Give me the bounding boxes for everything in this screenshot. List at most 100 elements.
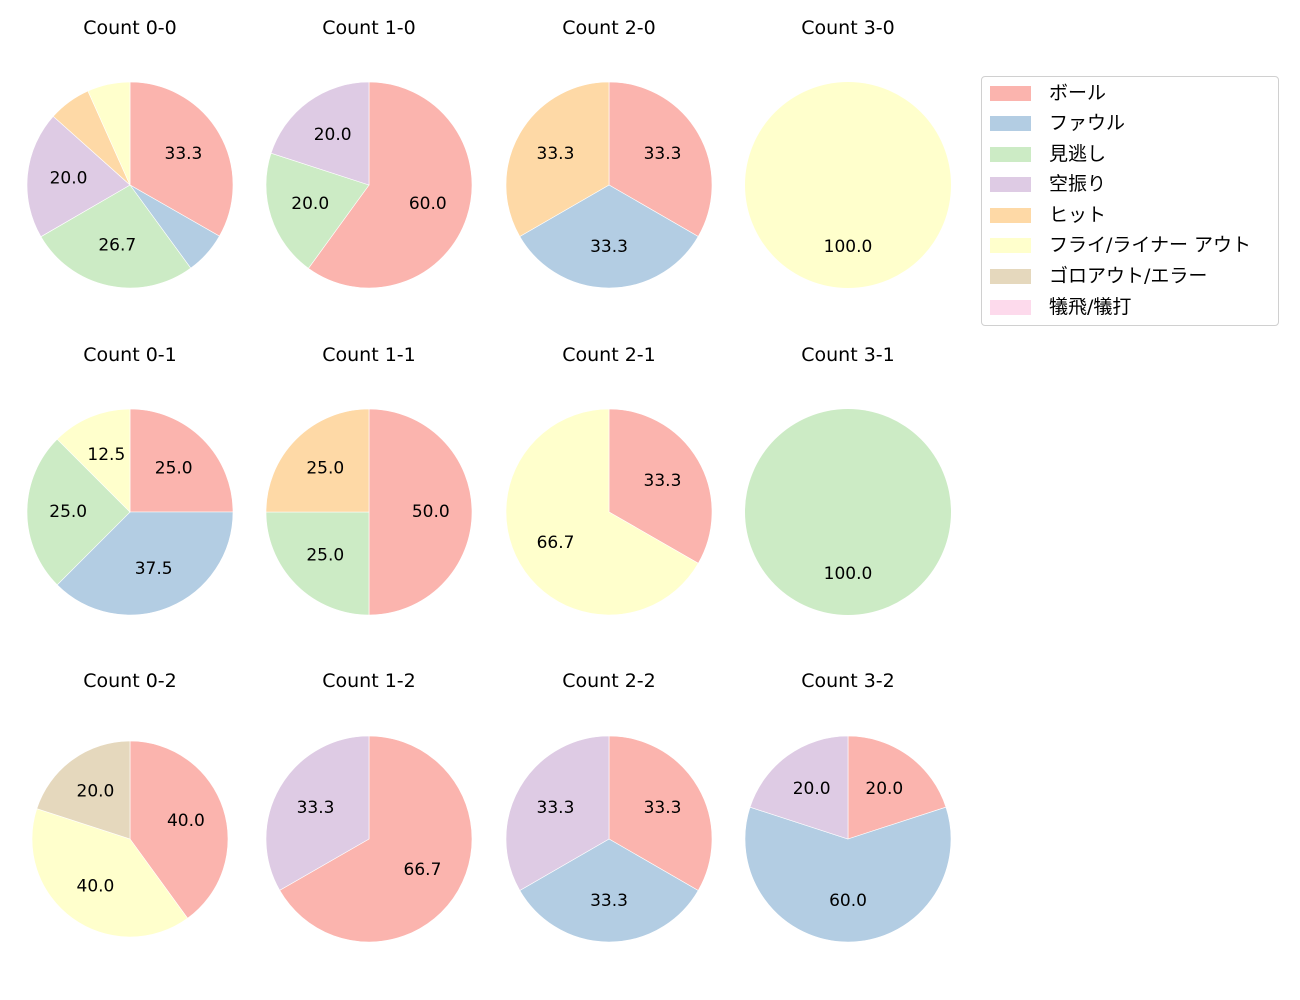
legend-swatch-ball	[990, 85, 1031, 101]
pie-count-2-0: 33.3 33.3 33.3	[505, 81, 713, 289]
slice-percent-label: 20.0	[793, 779, 831, 799]
pie-slice	[270, 81, 370, 186]
slice-percent-label: 37.5	[135, 559, 173, 579]
pie-slice	[505, 735, 610, 891]
slice-percent-label: 100.0	[824, 564, 873, 584]
slice-percent-label: 26.7	[98, 235, 136, 255]
pie-slice	[31, 808, 189, 938]
pie-count-1-0: 60.0 20.0 20.0	[265, 81, 473, 289]
pie-slice	[26, 115, 131, 238]
pie-slice	[744, 806, 952, 943]
slice-percent-label: 33.3	[590, 891, 628, 911]
pie-slice	[847, 735, 947, 840]
legend-label: フライ/ライナー アウト	[1049, 234, 1252, 256]
slice-percent-label: 33.3	[644, 471, 682, 491]
pie-slice	[368, 408, 473, 616]
slice-percent-label: 50.0	[412, 502, 450, 522]
slice-percent-label: 20.0	[314, 125, 352, 145]
pie-slice	[745, 82, 951, 288]
pie-title: Count 1-0	[322, 17, 416, 39]
legend-item-sacrifice: 犠飛/犠打	[990, 296, 1131, 318]
pie-title: Count 2-1	[562, 344, 656, 366]
legend-swatch-grounder-error	[990, 268, 1031, 284]
pie-slice	[505, 408, 699, 616]
pie-title: Count 3-2	[801, 670, 895, 692]
pie-slice	[56, 408, 131, 513]
slice-percent-label: 40.0	[167, 811, 205, 831]
pie-title: Count 2-2	[562, 670, 656, 692]
legend-label: ゴロアウト/エラー	[1049, 265, 1208, 287]
pie-title: Count 3-1	[801, 344, 895, 366]
legend-item-swinging-strike: 空振り	[990, 173, 1106, 195]
slice-percent-label: 100.0	[824, 237, 873, 257]
pie-title: Count 0-1	[83, 344, 177, 366]
pie-slice	[265, 511, 370, 616]
pie-count-0-1: 25.0 37.5 25.0 12.5	[26, 408, 234, 616]
slice-percent-label: 12.5	[87, 445, 125, 465]
pie-count-3-0: 100.0	[745, 82, 951, 288]
slice-percent-label: 25.0	[306, 458, 344, 478]
legend-swatch-called-strike	[990, 146, 1031, 162]
legend-swatch-fly-liner-out	[990, 237, 1031, 253]
pie-title: Count 2-0	[562, 17, 656, 39]
slice-percent-label: 33.3	[165, 144, 203, 164]
slice-percent-label: 60.0	[829, 891, 867, 911]
legend-item-fly-liner-out: フライ/ライナー アウト	[990, 234, 1251, 256]
pie-slice	[308, 81, 473, 289]
legend-label: ヒット	[1049, 204, 1107, 226]
slice-percent-label: 40.0	[77, 877, 115, 897]
pie-count-3-1: 100.0	[745, 409, 951, 615]
slice-percent-label: 66.7	[404, 860, 442, 880]
pie-slice	[265, 152, 370, 269]
pie-slice	[56, 511, 234, 616]
slice-percent-label: 33.3	[644, 144, 682, 164]
pie-count-2-2: 33.3 33.3 33.3	[505, 735, 713, 943]
legend-item-foul: ファウル	[990, 112, 1125, 134]
pie-slice	[608, 735, 713, 891]
legend-item-grounder-error: ゴロアウト/エラー	[990, 265, 1207, 287]
pie-slice	[279, 735, 473, 943]
legend-label: 空振り	[1049, 173, 1107, 195]
legend-item-ball: ボール	[990, 82, 1106, 104]
pie-slice	[129, 81, 234, 237]
pie-slice	[505, 81, 610, 237]
slice-percent-label: 33.3	[297, 798, 335, 818]
pie-slice	[265, 408, 370, 513]
slice-percent-label: 60.0	[409, 194, 447, 214]
legend-swatch-foul	[990, 115, 1031, 131]
pie-slice	[265, 735, 370, 891]
pie-slice	[608, 81, 713, 237]
pie-slice	[608, 408, 713, 564]
pie-slice	[129, 408, 234, 513]
pie-count-0-2: 40.0 40.0 20.0	[31, 740, 229, 938]
legend-swatch-sacrifice	[990, 299, 1031, 315]
slice-percent-label: 33.3	[537, 798, 575, 818]
pie-title: Count 1-1	[322, 344, 416, 366]
pie-count-2-1: 33.3 66.7	[505, 408, 713, 616]
slice-percent-label: 33.3	[537, 144, 575, 164]
pie-count-0-0: 33.3 26.7 20.0	[26, 81, 234, 289]
legend: ボール ファウル 見逃し 空振り ヒット フライ/ライナー アウト ゴロアウト/…	[981, 76, 1279, 326]
pie-title: Count 0-2	[83, 670, 177, 692]
pie-title: Count 0-0	[83, 17, 177, 39]
pie-title: Count 3-0	[801, 17, 895, 39]
slice-percent-label: 20.0	[291, 194, 329, 214]
slice-percent-label: 20.0	[865, 779, 903, 799]
legend-label: ファウル	[1049, 112, 1126, 134]
slice-percent-label: 25.0	[155, 458, 193, 478]
legend-label: 犠飛/犠打	[1049, 296, 1132, 318]
pie-slice	[749, 735, 849, 840]
slice-percent-label: 20.0	[77, 781, 115, 801]
pie-slice	[129, 740, 229, 919]
slice-percent-label: 33.3	[590, 237, 628, 257]
legend-swatch-swinging-strike	[990, 176, 1031, 192]
pie-slice	[26, 438, 131, 586]
pie-slice	[87, 81, 131, 186]
pie-count-1-1: 50.0 25.0 25.0	[265, 408, 473, 616]
slice-percent-label: 25.0	[306, 546, 344, 566]
legend-item-hit: ヒット	[990, 204, 1106, 226]
legend-item-called-strike: 見逃し	[990, 143, 1106, 165]
slice-percent-label: 25.0	[49, 502, 87, 522]
